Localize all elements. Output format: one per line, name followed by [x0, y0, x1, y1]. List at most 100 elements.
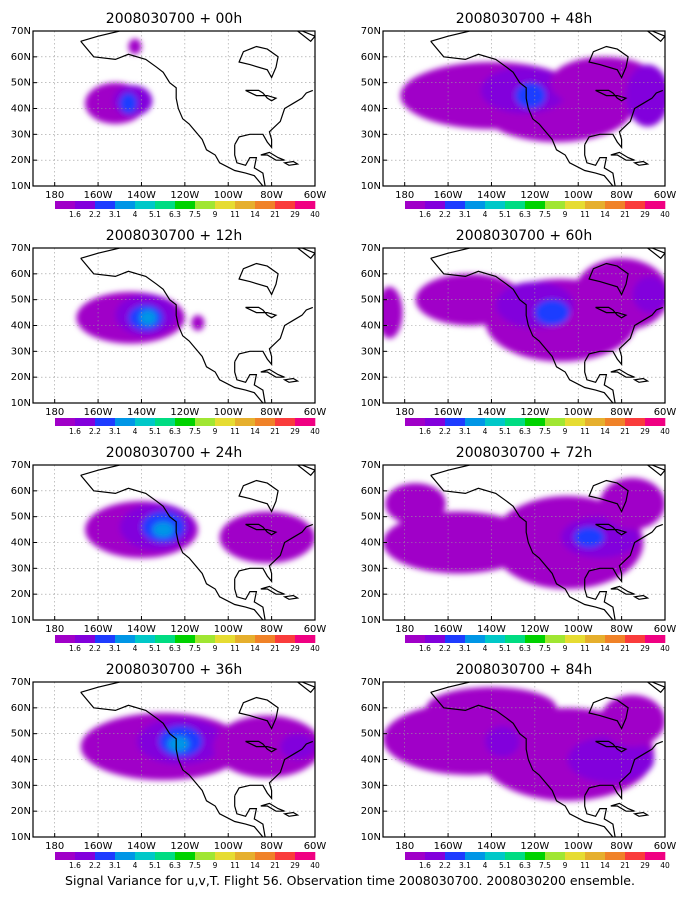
colorbar-swatch — [485, 418, 506, 426]
colorbar-label: 5.1 — [499, 644, 511, 653]
colorbar-label: 5.1 — [499, 861, 511, 870]
colorbar-swatch — [605, 418, 626, 426]
map-panel: 2008030700 + 60h 10N 20N 30N 40N 50N 60N 70N 180… — [361, 228, 677, 436]
lat-tick-label: 30N — [361, 346, 381, 357]
lat-tick-label: 20N — [11, 372, 31, 383]
colorbar-swatch — [605, 635, 626, 643]
lat-tick-label: 30N — [11, 346, 31, 357]
lon-tick-label: 180 — [45, 190, 64, 201]
colorbar-swatch — [255, 635, 276, 643]
colorbar-label: 14 — [600, 861, 610, 870]
colorbar: 1.6 2.2 3.1 4 5.1 6.3 7.5 9 11 14 21 29 40 — [405, 201, 670, 219]
colorbar-swatch — [565, 201, 586, 209]
colorbar-label: 11 — [580, 861, 590, 870]
lon-tick-label: 80W — [260, 624, 283, 635]
colorbar-swatch — [625, 635, 646, 643]
colorbar-label: 11 — [580, 210, 590, 219]
variance-contour — [599, 477, 665, 530]
colorbar-label: 14 — [600, 644, 610, 653]
lon-tick-label: 60W — [304, 841, 327, 852]
lon-tick-label: 100W — [214, 624, 243, 635]
variance-contour — [191, 315, 205, 331]
colorbar-swatch — [585, 201, 606, 209]
panel-title: 2008030700 + 84h — [456, 662, 592, 678]
colorbar-label: 40 — [310, 861, 320, 870]
lat-tick-label: 60N — [11, 52, 31, 63]
lon-tick-label: 140W — [127, 841, 156, 852]
colorbar: 1.6 2.2 3.1 4 5.1 6.3 7.5 9 11 14 21 29 40 — [405, 852, 670, 870]
colorbar-label: 40 — [310, 210, 320, 219]
colorbar-label: 11 — [230, 427, 240, 436]
colorbar-label: 4 — [133, 427, 138, 436]
colorbar-swatch — [75, 201, 96, 209]
lon-tick-label: 100W — [214, 407, 243, 418]
colorbar-swatch — [95, 201, 116, 209]
colorbar-label: 6.3 — [519, 210, 531, 219]
lon-tick-label: 60W — [654, 407, 677, 418]
coastline — [296, 682, 315, 694]
coastline — [80, 248, 142, 259]
variance-contour — [119, 93, 138, 114]
lat-tick-label: 50N — [11, 78, 31, 89]
colorbar-label: 21 — [270, 644, 280, 653]
colorbar-label: 3.1 — [459, 210, 471, 219]
colorbar-label: 5.1 — [149, 210, 161, 219]
lon-tick-label: 80W — [260, 841, 283, 852]
colorbar-label: 14 — [250, 861, 260, 870]
lon-tick-label: 60W — [654, 190, 677, 201]
colorbar-swatch — [645, 418, 666, 426]
lon-tick-label: 180 — [395, 190, 414, 201]
lon-tick-label: 120W — [170, 624, 199, 635]
colorbar-swatch — [405, 852, 426, 860]
lon-tick-label: 160W — [84, 190, 113, 201]
colorbar-swatch — [55, 201, 76, 209]
colorbar-label: 4 — [133, 861, 138, 870]
coastline — [430, 691, 614, 837]
coastline — [610, 802, 635, 812]
variance-shading — [400, 56, 665, 143]
colorbar-label: 29 — [290, 210, 300, 219]
variance-shading — [80, 713, 315, 781]
lat-tick-label: 50N — [361, 295, 381, 306]
colorbar-swatch — [115, 852, 136, 860]
coastline — [80, 682, 142, 693]
figure-caption: Signal Variance for u,v,T. Flight 56. Ob… — [65, 873, 635, 888]
variance-contour — [573, 258, 665, 331]
colorbar-label: 21 — [270, 427, 280, 436]
colorbar-swatch — [625, 201, 646, 209]
lon-tick-label: 60W — [304, 407, 327, 418]
colorbar-swatch — [505, 418, 526, 426]
colorbar-swatch — [425, 852, 446, 860]
lon-tick-label: 60W — [654, 841, 677, 852]
panel-title: 2008030700 + 00h — [106, 11, 242, 27]
lat-tick-label: 30N — [11, 780, 31, 791]
coastline — [260, 151, 285, 161]
colorbar-label: 1.6 — [69, 427, 81, 436]
lon-tick-label: 100W — [564, 841, 593, 852]
panel-title: 2008030700 + 24h — [106, 445, 242, 461]
coastline — [80, 257, 264, 403]
coastline — [584, 795, 616, 837]
coastline — [430, 257, 614, 403]
colorbar-swatch — [55, 852, 76, 860]
colorbar-swatch — [175, 201, 196, 209]
colorbar-label: 6.3 — [169, 210, 181, 219]
lat-tick-label: 60N — [361, 52, 381, 63]
variance-contour — [567, 736, 655, 783]
colorbar-swatch — [275, 201, 296, 209]
coastline — [234, 361, 266, 403]
colorbar-swatch — [545, 201, 566, 209]
colorbar-swatch — [425, 418, 446, 426]
coastline — [282, 160, 300, 166]
lon-tick-label: 120W — [520, 190, 549, 201]
coastlines — [80, 248, 315, 403]
colorbar-swatch — [565, 852, 586, 860]
colorbar-label: 40 — [660, 861, 670, 870]
coastline — [584, 306, 664, 366]
colorbar-swatch — [115, 201, 136, 209]
colorbar-swatch — [275, 418, 296, 426]
colorbar-label: 11 — [230, 644, 240, 653]
colorbar-swatch — [605, 201, 626, 209]
colorbar-swatch — [425, 635, 446, 643]
colorbar-label: 11 — [230, 861, 240, 870]
